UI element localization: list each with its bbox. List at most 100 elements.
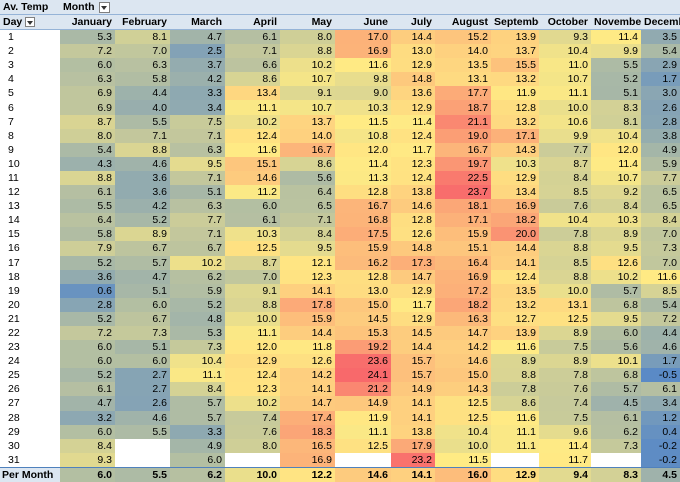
temp-cell[interactable]: 4.9: [170, 438, 225, 453]
temp-cell[interactable]: 11.1: [539, 86, 591, 101]
temp-cell[interactable]: 13.8: [391, 185, 435, 200]
temp-cell[interactable]: 8.9: [539, 354, 591, 369]
temp-cell[interactable]: 3.6: [115, 170, 170, 186]
temp-cell[interactable]: 12.8: [391, 213, 435, 228]
temp-cell[interactable]: 9.5: [591, 311, 641, 326]
temp-cell[interactable]: 4.5: [591, 396, 641, 411]
temp-cell[interactable]: 5.3: [60, 29, 115, 45]
temp-cell[interactable]: 13.5: [491, 283, 539, 298]
temp-cell[interactable]: 10.8: [335, 128, 391, 143]
temp-cell[interactable]: 8.9: [539, 325, 591, 341]
temp-cell[interactable]: 6.1: [641, 382, 680, 397]
temp-cell[interactable]: 16.3: [435, 311, 491, 326]
temp-cell[interactable]: 12.8: [491, 100, 539, 115]
temp-cell[interactable]: 10.2: [225, 396, 280, 411]
temp-cell[interactable]: 11.9: [335, 410, 391, 425]
temp-cell[interactable]: 5.8: [115, 72, 170, 87]
temp-cell[interactable]: 13.7: [491, 44, 539, 59]
temp-cell[interactable]: 2.7: [115, 382, 170, 397]
temp-cell[interactable]: 7.2: [641, 311, 680, 326]
temp-cell[interactable]: 5.2: [60, 255, 115, 270]
temp-cell[interactable]: 14.2: [435, 340, 491, 355]
temp-cell[interactable]: 5.1: [170, 185, 225, 200]
temp-cell[interactable]: 11.2: [225, 185, 280, 200]
temp-cell[interactable]: 7.0: [225, 269, 280, 284]
temp-cell[interactable]: 6.3: [170, 199, 225, 214]
day-filter-dropdown-icon[interactable]: [25, 17, 36, 28]
temp-cell[interactable]: 10.4: [539, 213, 591, 228]
temp-cell[interactable]: 14.5: [335, 311, 391, 326]
temp-cell[interactable]: 14.7: [435, 325, 491, 341]
temp-cell[interactable]: 9.1: [280, 86, 335, 101]
temp-cell[interactable]: 0.6: [60, 283, 115, 298]
temp-cell[interactable]: 3.7: [170, 58, 225, 73]
temp-cell[interactable]: 14.5: [391, 325, 435, 341]
temp-cell[interactable]: 14.2: [280, 368, 335, 383]
temp-cell[interactable]: 5.1: [115, 340, 170, 355]
temp-cell[interactable]: 13.2: [491, 72, 539, 87]
temp-cell[interactable]: 6.0: [225, 199, 280, 214]
temp-cell[interactable]: 15.7: [391, 368, 435, 383]
temp-cell[interactable]: 11.4: [539, 438, 591, 453]
temp-cell[interactable]: 9.3: [539, 29, 591, 45]
temp-cell[interactable]: 10.4: [591, 128, 641, 143]
temp-cell[interactable]: 7.8: [491, 382, 539, 397]
temp-cell[interactable]: 5.4: [641, 44, 680, 59]
month-filter-dropdown-icon[interactable]: [98, 1, 110, 13]
temp-cell[interactable]: 4.9: [641, 142, 680, 157]
temp-cell[interactable]: 1.7: [641, 72, 680, 87]
temp-cell[interactable]: 15.1: [435, 241, 491, 256]
temp-cell[interactable]: 4.4: [115, 86, 170, 101]
temp-cell[interactable]: 8.9: [115, 227, 170, 242]
temp-cell[interactable]: 11.1: [170, 368, 225, 383]
temp-cell[interactable]: 10.6: [539, 114, 591, 129]
temp-cell[interactable]: 11.9: [491, 86, 539, 101]
temp-cell[interactable]: 5.5: [115, 424, 170, 439]
temp-cell[interactable]: 11.1: [491, 424, 539, 439]
temp-cell[interactable]: 8.0: [225, 438, 280, 453]
temp-cell[interactable]: 6.8: [591, 368, 641, 383]
temp-cell[interactable]: 8.3: [591, 100, 641, 115]
temp-cell[interactable]: 5.5: [115, 114, 170, 129]
temp-cell[interactable]: 5.6: [280, 170, 335, 186]
temp-cell[interactable]: 5.3: [170, 325, 225, 341]
temp-cell[interactable]: 5.5: [591, 58, 641, 73]
temp-cell[interactable]: 14.4: [391, 340, 435, 355]
temp-cell[interactable]: 2.9: [641, 58, 680, 73]
temp-cell[interactable]: 10.7: [280, 100, 335, 115]
temp-cell[interactable]: 17.1: [435, 213, 491, 228]
temp-cell[interactable]: 6.0: [115, 354, 170, 369]
temp-cell[interactable]: 7.7: [170, 213, 225, 228]
temp-cell[interactable]: 6.7: [115, 241, 170, 256]
temp-cell[interactable]: 16.5: [280, 438, 335, 453]
temp-cell[interactable]: 10.2: [591, 269, 641, 284]
temp-cell[interactable]: 7.0: [641, 255, 680, 270]
temp-cell[interactable]: 8.8: [225, 297, 280, 312]
temp-cell[interactable]: 8.6: [280, 156, 335, 171]
temp-cell[interactable]: 11.7: [391, 297, 435, 312]
temp-cell[interactable]: 12.9: [391, 100, 435, 115]
temp-cell[interactable]: 7.5: [539, 410, 591, 425]
temp-cell[interactable]: 12.0: [335, 142, 391, 157]
temp-cell[interactable]: 6.3: [60, 72, 115, 87]
temp-cell[interactable]: 4.7: [60, 396, 115, 411]
temp-cell[interactable]: 6.0: [60, 354, 115, 369]
temp-cell[interactable]: 19.7: [435, 156, 491, 171]
temp-cell[interactable]: 16.4: [435, 255, 491, 270]
temp-cell[interactable]: [491, 453, 539, 468]
temp-cell[interactable]: [591, 453, 641, 468]
temp-cell[interactable]: 10.4: [170, 354, 225, 369]
temp-cell[interactable]: 16.7: [335, 199, 391, 214]
total-cell[interactable]: 16.0: [435, 466, 491, 482]
temp-cell[interactable]: 2.7: [115, 368, 170, 383]
temp-cell[interactable]: 18.3: [280, 424, 335, 439]
temp-cell[interactable]: 9.1: [225, 283, 280, 298]
temp-cell[interactable]: 8.5: [641, 283, 680, 298]
temp-cell[interactable]: 19.2: [335, 340, 391, 355]
temp-cell[interactable]: 13.2: [491, 297, 539, 312]
temp-cell[interactable]: 10.2: [280, 58, 335, 73]
temp-cell[interactable]: 14.3: [491, 142, 539, 157]
temp-cell[interactable]: 8.4: [170, 382, 225, 397]
temp-cell[interactable]: 8.4: [591, 199, 641, 214]
temp-cell[interactable]: 11.6: [491, 340, 539, 355]
